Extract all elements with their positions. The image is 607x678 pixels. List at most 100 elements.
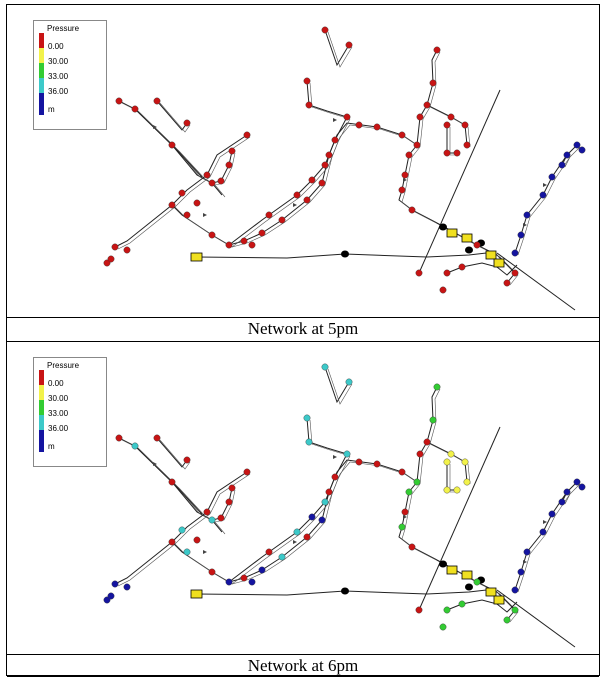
junction-node bbox=[423, 101, 431, 109]
pipe bbox=[446, 462, 457, 491]
junction-node bbox=[318, 179, 326, 187]
junction-node bbox=[293, 528, 301, 536]
junction-node bbox=[539, 528, 547, 536]
pipe bbox=[419, 421, 437, 485]
reservoir-icon bbox=[190, 589, 203, 599]
junction-node bbox=[398, 523, 406, 531]
junction-node bbox=[168, 141, 176, 149]
network-panel-5pm: Pressure 0.00 30.00 33.00 36.00 m bbox=[7, 5, 599, 318]
junction-node bbox=[433, 46, 441, 54]
junction-node bbox=[193, 536, 201, 544]
junction-node bbox=[453, 149, 461, 157]
legend-level-36: 36.00 bbox=[48, 87, 69, 96]
pipe bbox=[306, 80, 348, 118]
junction-node bbox=[107, 592, 115, 600]
junction-node bbox=[473, 241, 481, 249]
junction-node bbox=[573, 141, 581, 149]
junction-node bbox=[398, 131, 406, 139]
flow-arrow-icon bbox=[523, 223, 527, 227]
pipe bbox=[327, 31, 353, 68]
flow-arrow-icon bbox=[543, 520, 547, 524]
pipe bbox=[271, 455, 351, 555]
junction-node bbox=[447, 450, 455, 458]
junction-node bbox=[243, 468, 251, 476]
junction-node bbox=[217, 177, 225, 185]
legend-title: Pressure bbox=[47, 361, 80, 370]
junction-node bbox=[473, 578, 481, 586]
pipe bbox=[446, 125, 457, 154]
junction-node bbox=[325, 488, 333, 496]
legend-swatch-lowest bbox=[39, 33, 44, 48]
junction-node bbox=[225, 578, 233, 586]
pipe bbox=[209, 473, 251, 515]
pipe bbox=[434, 51, 441, 86]
legend-swatch-30 bbox=[39, 63, 44, 78]
pipe bbox=[418, 89, 501, 274]
junction-node bbox=[123, 246, 131, 254]
junction-node bbox=[203, 508, 211, 516]
junction-node bbox=[401, 171, 409, 179]
legend-level-0: 0.00 bbox=[48, 42, 64, 51]
junction-node bbox=[415, 269, 423, 277]
junction-node bbox=[293, 191, 301, 199]
junction-node bbox=[178, 526, 186, 534]
pipe bbox=[264, 124, 421, 236]
junction-node bbox=[325, 151, 333, 159]
legend-unit: m bbox=[48, 442, 55, 451]
junction-node bbox=[511, 606, 519, 614]
network-panel-6pm: Pressure 0.00 30.00 33.00 36.00 m bbox=[7, 342, 599, 655]
flow-arrow-icon bbox=[153, 462, 157, 466]
junction-node bbox=[225, 498, 233, 506]
legend-swatch-30 bbox=[39, 400, 44, 415]
flow-arrow-icon bbox=[523, 560, 527, 564]
legend-title: Pressure bbox=[47, 24, 80, 33]
junction-node bbox=[183, 119, 191, 127]
junction-node bbox=[248, 578, 256, 586]
valve-icon bbox=[465, 583, 473, 591]
legend-level-33: 33.00 bbox=[48, 409, 69, 418]
pipe bbox=[431, 49, 438, 84]
pipe bbox=[309, 419, 351, 457]
junction-node bbox=[415, 606, 423, 614]
junction-node bbox=[258, 229, 266, 237]
pipe bbox=[309, 82, 351, 120]
pipe bbox=[324, 366, 350, 404]
pipe bbox=[564, 493, 571, 505]
pipe bbox=[434, 388, 441, 423]
pipe bbox=[211, 487, 233, 521]
pipe bbox=[114, 511, 208, 585]
junction-node bbox=[463, 478, 471, 486]
junction-node bbox=[463, 141, 471, 149]
junction-node bbox=[558, 498, 566, 506]
junction-node bbox=[563, 488, 571, 496]
junction-node bbox=[523, 548, 531, 556]
flow-arrow-icon bbox=[333, 455, 337, 459]
junction-node bbox=[208, 516, 216, 524]
pipe bbox=[446, 262, 498, 274]
reservoir-icon bbox=[190, 252, 203, 262]
legend-level-30: 30.00 bbox=[48, 57, 69, 66]
junction-node bbox=[416, 450, 424, 458]
junction-node bbox=[318, 516, 326, 524]
junction-node bbox=[153, 434, 161, 442]
junction-node bbox=[343, 113, 351, 121]
pipe bbox=[196, 251, 496, 259]
valve-icon bbox=[465, 246, 473, 254]
junction-node bbox=[153, 97, 161, 105]
junction-node bbox=[240, 237, 248, 245]
junction-node bbox=[308, 176, 316, 184]
junction-node bbox=[305, 101, 313, 109]
pipe bbox=[114, 174, 208, 248]
pipe bbox=[209, 136, 251, 178]
junction-node bbox=[345, 378, 353, 386]
pipe bbox=[134, 108, 203, 178]
junction-node bbox=[373, 460, 381, 468]
junction-node bbox=[443, 606, 451, 614]
pipe bbox=[496, 252, 576, 311]
junction-node bbox=[405, 488, 413, 496]
junction-node bbox=[511, 586, 519, 594]
pipe bbox=[429, 106, 471, 148]
pipe bbox=[206, 471, 248, 513]
junction-node bbox=[578, 146, 586, 154]
junction-node bbox=[208, 568, 216, 576]
